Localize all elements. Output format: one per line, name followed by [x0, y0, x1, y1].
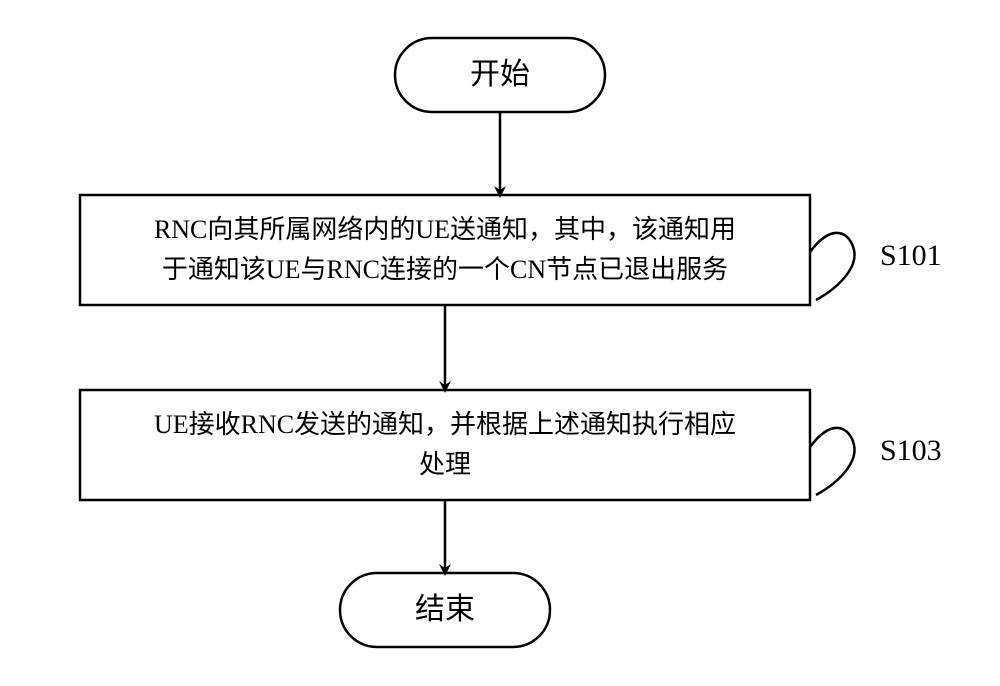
step2-text-line1: UE接收RNC发送的通知，并根据上述通知执行相应: [154, 410, 736, 439]
start-terminal: 开始: [395, 38, 605, 112]
step2-label: S103: [880, 434, 942, 467]
step2-label-connector: [810, 428, 855, 495]
flowchart-canvas: 开始 RNC向其所属网络内的UE送通知，其中，该通知用 于通知该UE与RNC连接…: [0, 0, 1000, 686]
step1-label-connector: [810, 233, 855, 300]
step1-label: S101: [880, 239, 942, 272]
step2-text-line2: 处理: [419, 450, 471, 479]
end-label: 结束: [415, 593, 475, 626]
step1-text-line1: RNC向其所属网络内的UE送通知，其中，该通知用: [154, 215, 736, 244]
step1-text-line2: 于通知该UE与RNC连接的一个CN节点已退出服务: [162, 255, 728, 284]
step1-process: RNC向其所属网络内的UE送通知，其中，该通知用 于通知该UE与RNC连接的一个…: [80, 195, 810, 305]
step2-process: UE接收RNC发送的通知，并根据上述通知执行相应 处理: [80, 390, 810, 500]
start-label: 开始: [470, 58, 530, 91]
end-terminal: 结束: [340, 573, 550, 647]
